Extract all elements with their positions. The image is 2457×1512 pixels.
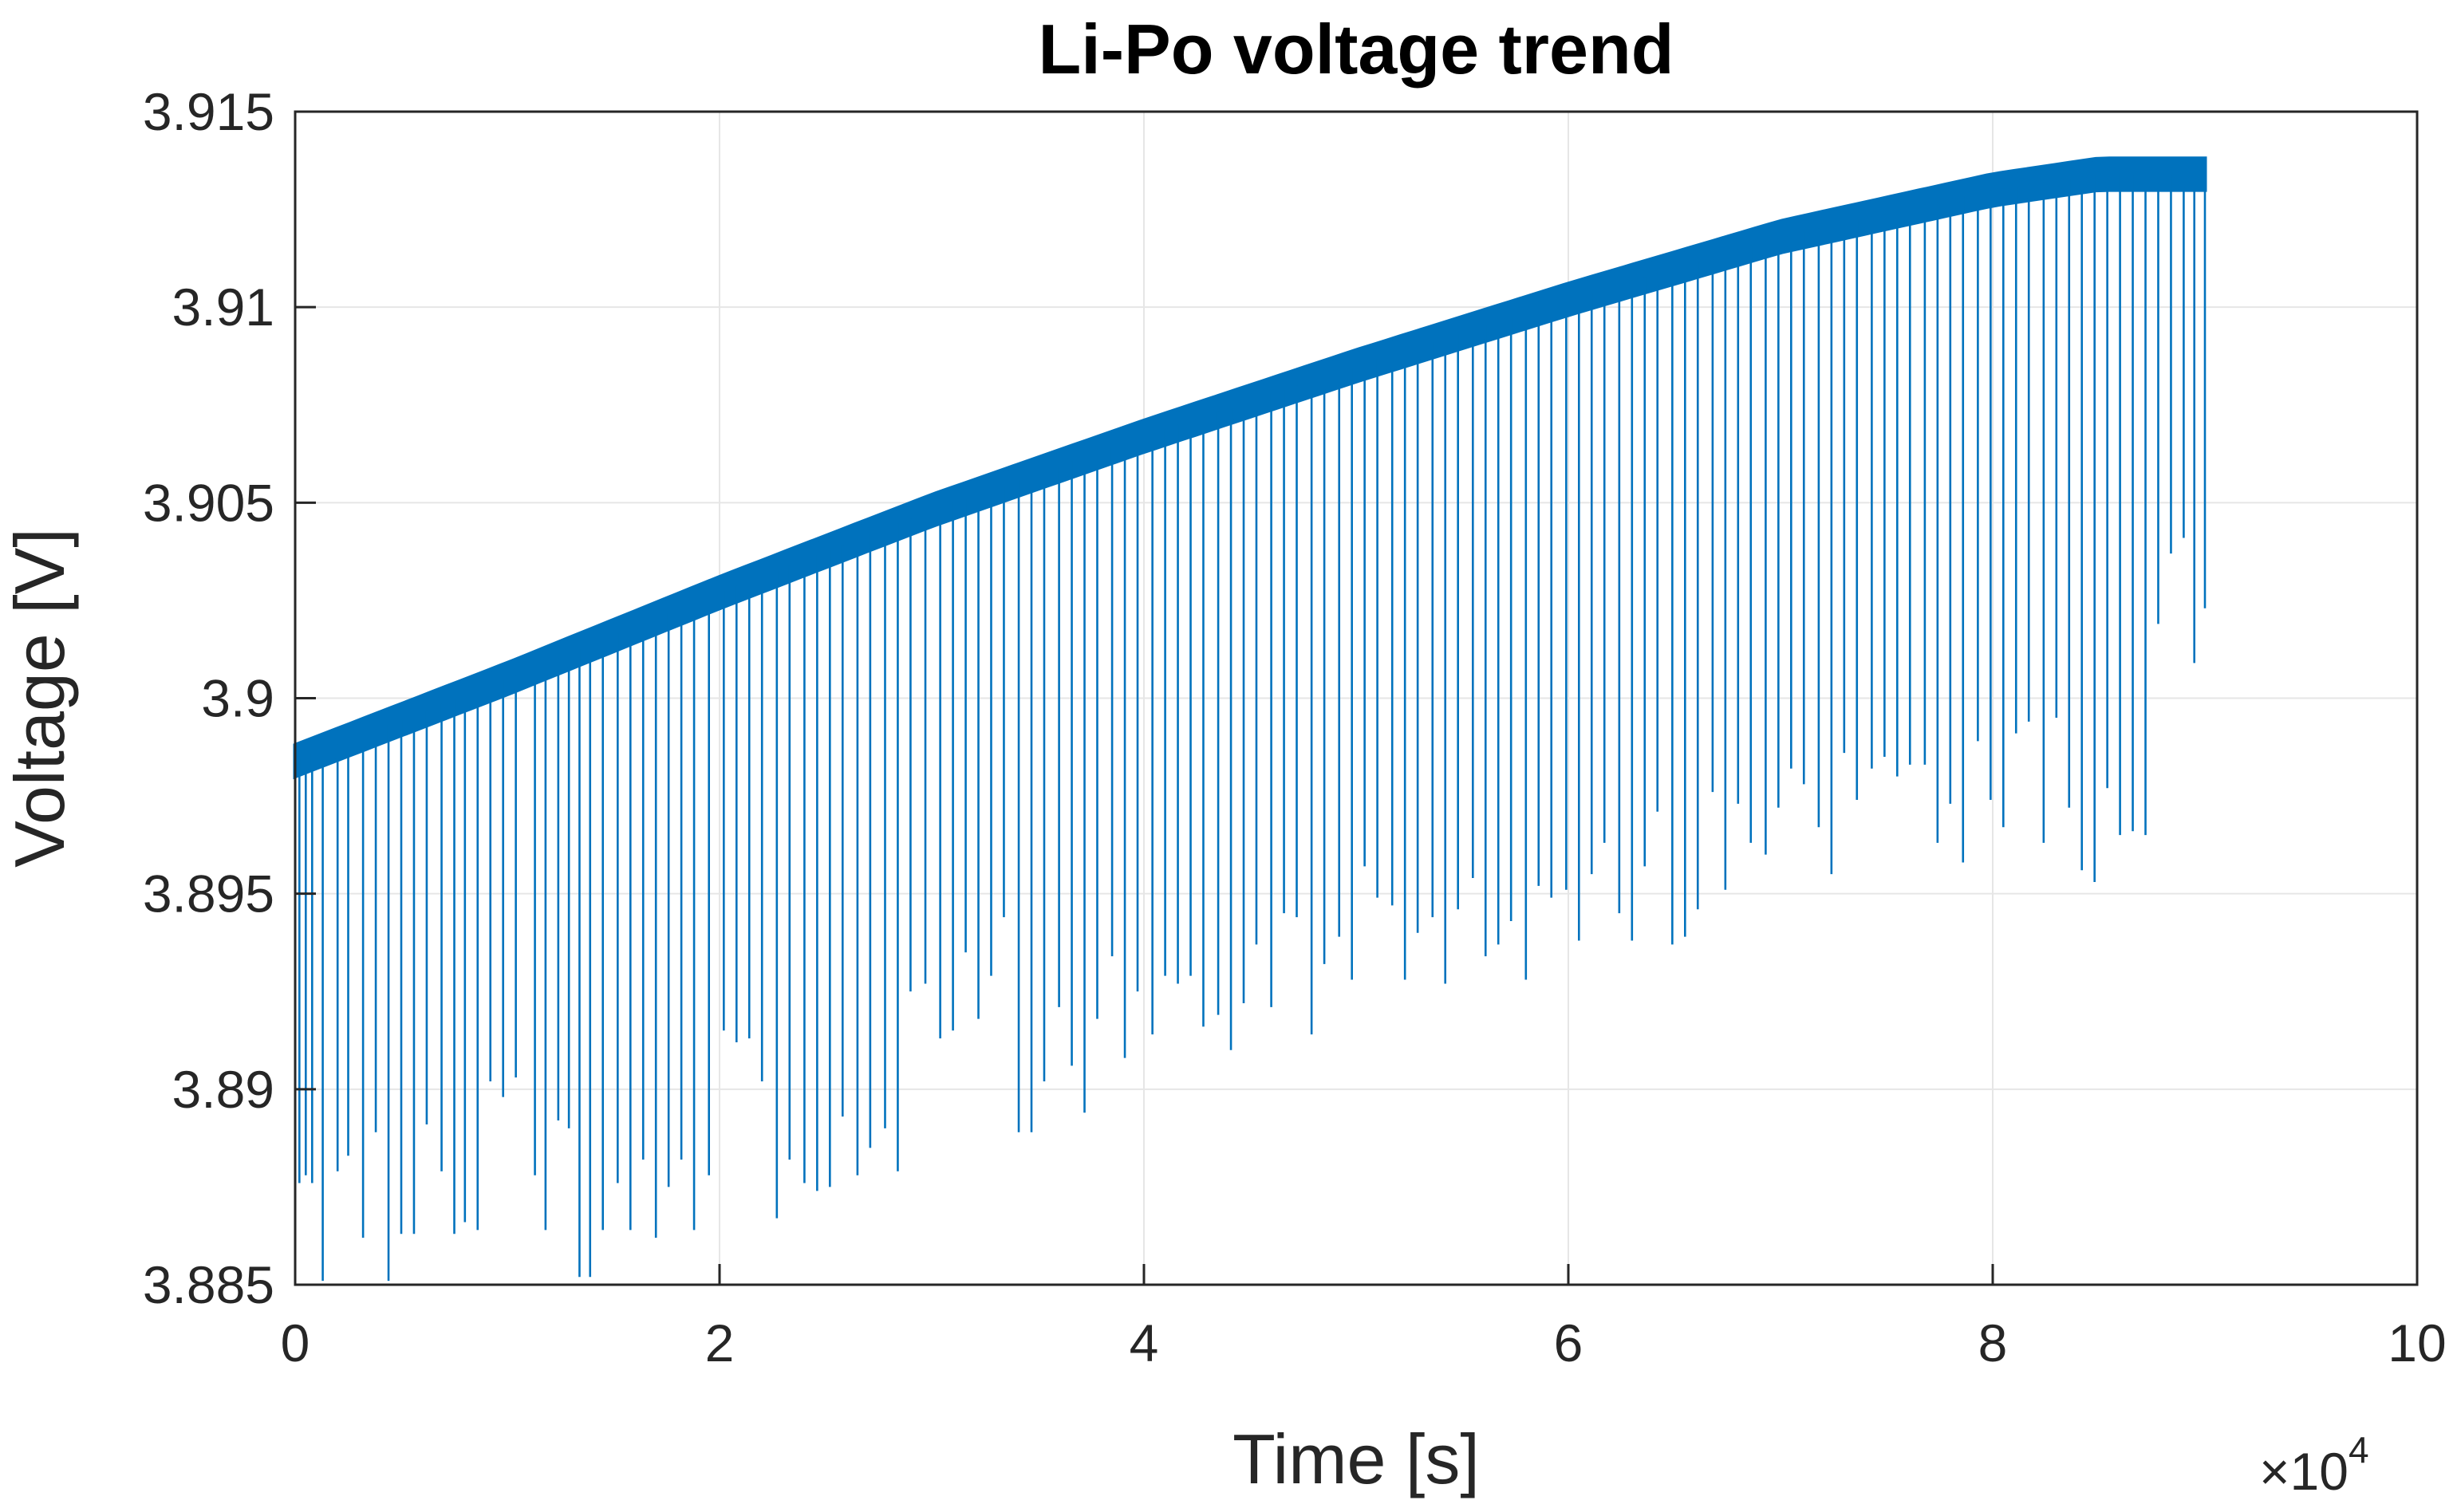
x-axis-exponent: ×104 [2259, 1429, 2369, 1501]
x-tick-label: 10 [2388, 1313, 2446, 1372]
x-tick-label: 6 [1554, 1313, 1583, 1372]
x-tick-label: 2 [705, 1313, 735, 1372]
chart-title: Li-Po voltage trend [1039, 10, 1674, 89]
x-axis-exponent-base: ×10 [2259, 1442, 2349, 1501]
x-tick-label: 0 [281, 1313, 310, 1372]
y-tick-label: 3.895 [143, 864, 274, 923]
series-layer [293, 156, 2207, 1282]
y-tick-label: 3.9 [201, 669, 274, 728]
x-axis-label: Time [s] [1232, 1419, 1480, 1498]
x-tick-label: 8 [1978, 1313, 2008, 1372]
y-tick-label: 3.885 [143, 1255, 274, 1314]
y-tick-label: 3.915 [143, 82, 274, 141]
y-tick-label: 3.905 [143, 473, 274, 532]
grid [295, 112, 2417, 1285]
x-axis-exponent-power: 4 [2349, 1429, 2369, 1471]
y-axis-label: Voltage [V] [0, 528, 79, 868]
ticks: 0 2 4 6 8 10 3.885 3.89 3.895 3.9 3.905 3.91 3.915 [143, 82, 2447, 1372]
y-tick-label: 3.91 [172, 278, 274, 337]
x-tick-label: 4 [1130, 1313, 1159, 1372]
y-tick-label: 3.89 [172, 1060, 274, 1119]
